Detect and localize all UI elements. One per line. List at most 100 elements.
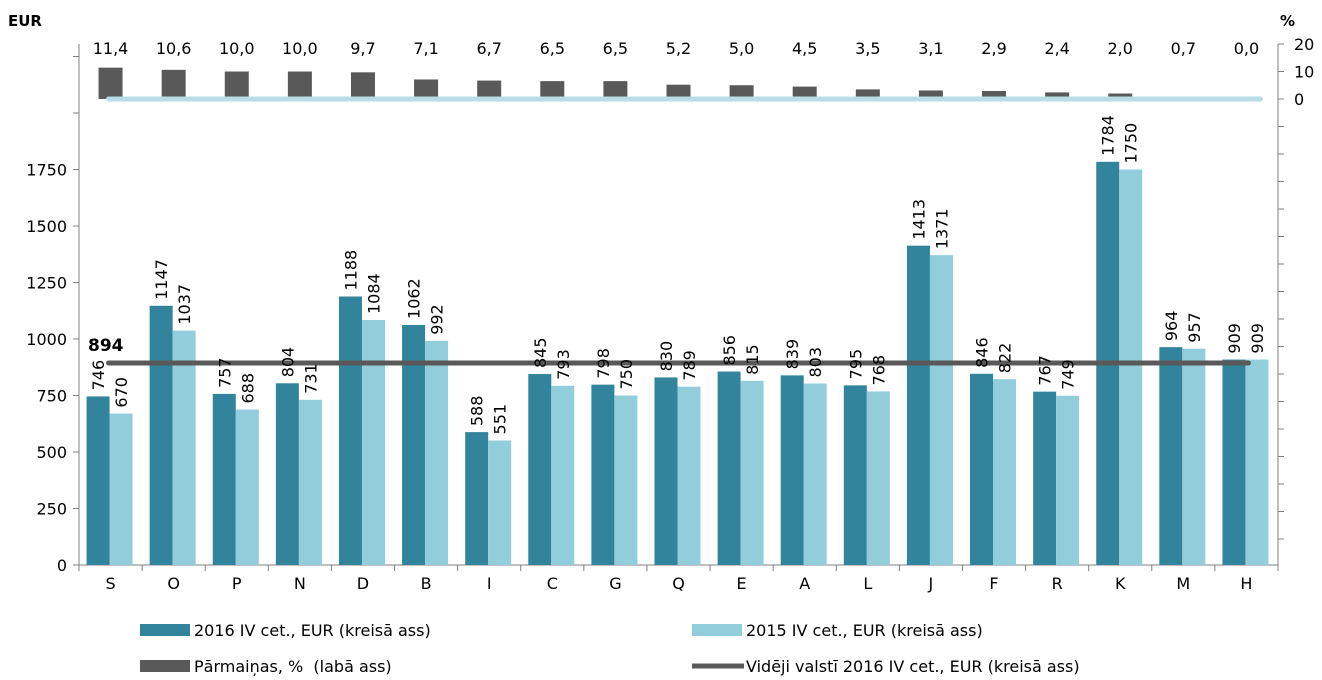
percent-label: 3,1 — [918, 39, 943, 58]
percent-bar — [1108, 93, 1133, 99]
bars — [86, 161, 1269, 566]
x-axis-category-label: L — [863, 574, 872, 593]
x-axis-category-label: B — [421, 574, 432, 593]
data-label-2015: 670 — [112, 377, 131, 408]
bar-2015 — [172, 330, 196, 565]
data-label-2015: 1037 — [175, 284, 194, 325]
percent-bar — [729, 85, 754, 99]
percent-bar — [982, 91, 1007, 99]
data-label-2015: 815 — [743, 344, 762, 375]
x-axis-category-label: F — [989, 574, 998, 593]
data-label-2016: 846 — [973, 337, 992, 368]
data-label-2015: 909 — [1248, 323, 1267, 354]
percent-bar — [414, 79, 439, 99]
percent-label: 5,0 — [729, 39, 754, 58]
percent-label: 2,9 — [981, 39, 1006, 58]
data-label-2016: 795 — [846, 349, 865, 380]
bar-2016 — [149, 305, 173, 565]
data-label-2015: 1084 — [364, 273, 383, 314]
x-axis-category-label: A — [799, 574, 810, 593]
data-label-2016: 845 — [531, 337, 550, 368]
data-label-2015: 688 — [238, 373, 257, 404]
percent-label: 6,5 — [540, 39, 565, 58]
bar-2015 — [425, 340, 449, 565]
right-axis-unit: % — [1280, 12, 1295, 30]
bar-2016 — [212, 393, 236, 565]
left-axis-tick-label: 1750 — [26, 161, 67, 180]
bar-2016 — [717, 371, 741, 565]
percent-label: 0,0 — [1234, 39, 1259, 58]
data-label-2015: 789 — [680, 350, 699, 381]
bar-2015 — [993, 379, 1017, 565]
bar-2016 — [528, 374, 552, 565]
bar-2015 — [551, 385, 575, 565]
percent-bar — [855, 89, 880, 99]
data-label-2016: 1062 — [405, 278, 424, 319]
legend-label-2016: 2016 IV cet., EUR (kreisā ass) — [194, 621, 431, 640]
bar-2015 — [1056, 395, 1080, 565]
data-label-2016: 757 — [215, 357, 234, 388]
data-label-2016: 1413 — [909, 199, 928, 240]
bar-2015 — [866, 391, 890, 565]
percent-bar — [792, 86, 817, 99]
x-axis-category-label: O — [167, 574, 180, 593]
x-axis-category-label: G — [609, 574, 621, 593]
x-axis-category-label: K — [1115, 574, 1126, 593]
percent-label: 10,0 — [282, 39, 318, 58]
bar-2015 — [1182, 348, 1206, 565]
percent-bar — [161, 69, 186, 99]
percent-label: 2,4 — [1044, 39, 1069, 58]
percent-label: 0,7 — [1171, 39, 1196, 58]
left-axis-tick-label: 750 — [36, 387, 67, 406]
bar-2016 — [402, 324, 426, 565]
x-axis-category-label: H — [1240, 574, 1252, 593]
left-axis-tick-label: 1250 — [26, 274, 67, 293]
bar-2016 — [465, 432, 489, 565]
data-label-2015: 551 — [491, 404, 510, 435]
percent-label: 6,7 — [476, 39, 501, 58]
percent-label: 10,6 — [156, 39, 192, 58]
bar-2015 — [803, 383, 827, 565]
left-axis-tick-label: 250 — [36, 500, 67, 519]
left-axis-tick-label: 500 — [36, 443, 67, 462]
right-axis-tick-label: 10 — [1294, 63, 1314, 82]
x-axis-category-label: N — [294, 574, 306, 593]
percent-label: 9,7 — [350, 39, 375, 58]
data-label-2016: 1147 — [152, 259, 171, 300]
bar-2015 — [361, 320, 385, 565]
x-axis-category-label: R — [1052, 574, 1063, 593]
bar-2015 — [298, 399, 322, 565]
percent-label: 5,2 — [666, 39, 691, 58]
average-line: 894 — [88, 336, 1251, 366]
bar-2016 — [275, 383, 299, 565]
average-line-label: 894 — [88, 336, 124, 356]
percent-bar — [918, 90, 943, 99]
data-label-2015: 793 — [554, 349, 573, 380]
legend-label-2015: 2015 IV cet., EUR (kreisā ass) — [746, 621, 983, 640]
percent-bar — [287, 71, 312, 99]
data-label-2016: 798 — [594, 348, 613, 379]
bar-2015 — [1245, 359, 1269, 565]
legend-swatch-2016 — [140, 624, 190, 636]
x-axis-category-label: I — [487, 574, 492, 593]
bar-2016 — [780, 375, 804, 565]
percent-bar — [98, 67, 123, 99]
percent-label: 7,1 — [413, 39, 438, 58]
bar-2016 — [86, 396, 110, 565]
left-axis-tick-label: 1500 — [26, 217, 67, 236]
bar-2016 — [1159, 347, 1183, 565]
data-label-2016: 909 — [1225, 323, 1244, 354]
bar-2015 — [677, 386, 701, 565]
right-axis-tick-label: 0 — [1294, 90, 1304, 109]
x-axis-category-label: S — [105, 574, 115, 593]
legend-label-average: Vidēji valstī 2016 IV cet., EUR (kreisā … — [746, 657, 1080, 676]
x-axis-category-label: M — [1176, 574, 1190, 593]
data-label-2016: 964 — [1162, 311, 1181, 342]
data-label-2016: 804 — [278, 347, 297, 378]
x-axis-category-label: P — [232, 574, 242, 593]
percent-bars: 11,4 10,6 10,0 10,0 9,7 7,1 6,7 6,5 6,5 5,2 5,0 4,5… — [93, 39, 1263, 102]
data-label-2015: 992 — [428, 304, 447, 335]
bar-2016 — [906, 245, 930, 566]
x-axis-category-label: C — [547, 574, 558, 593]
